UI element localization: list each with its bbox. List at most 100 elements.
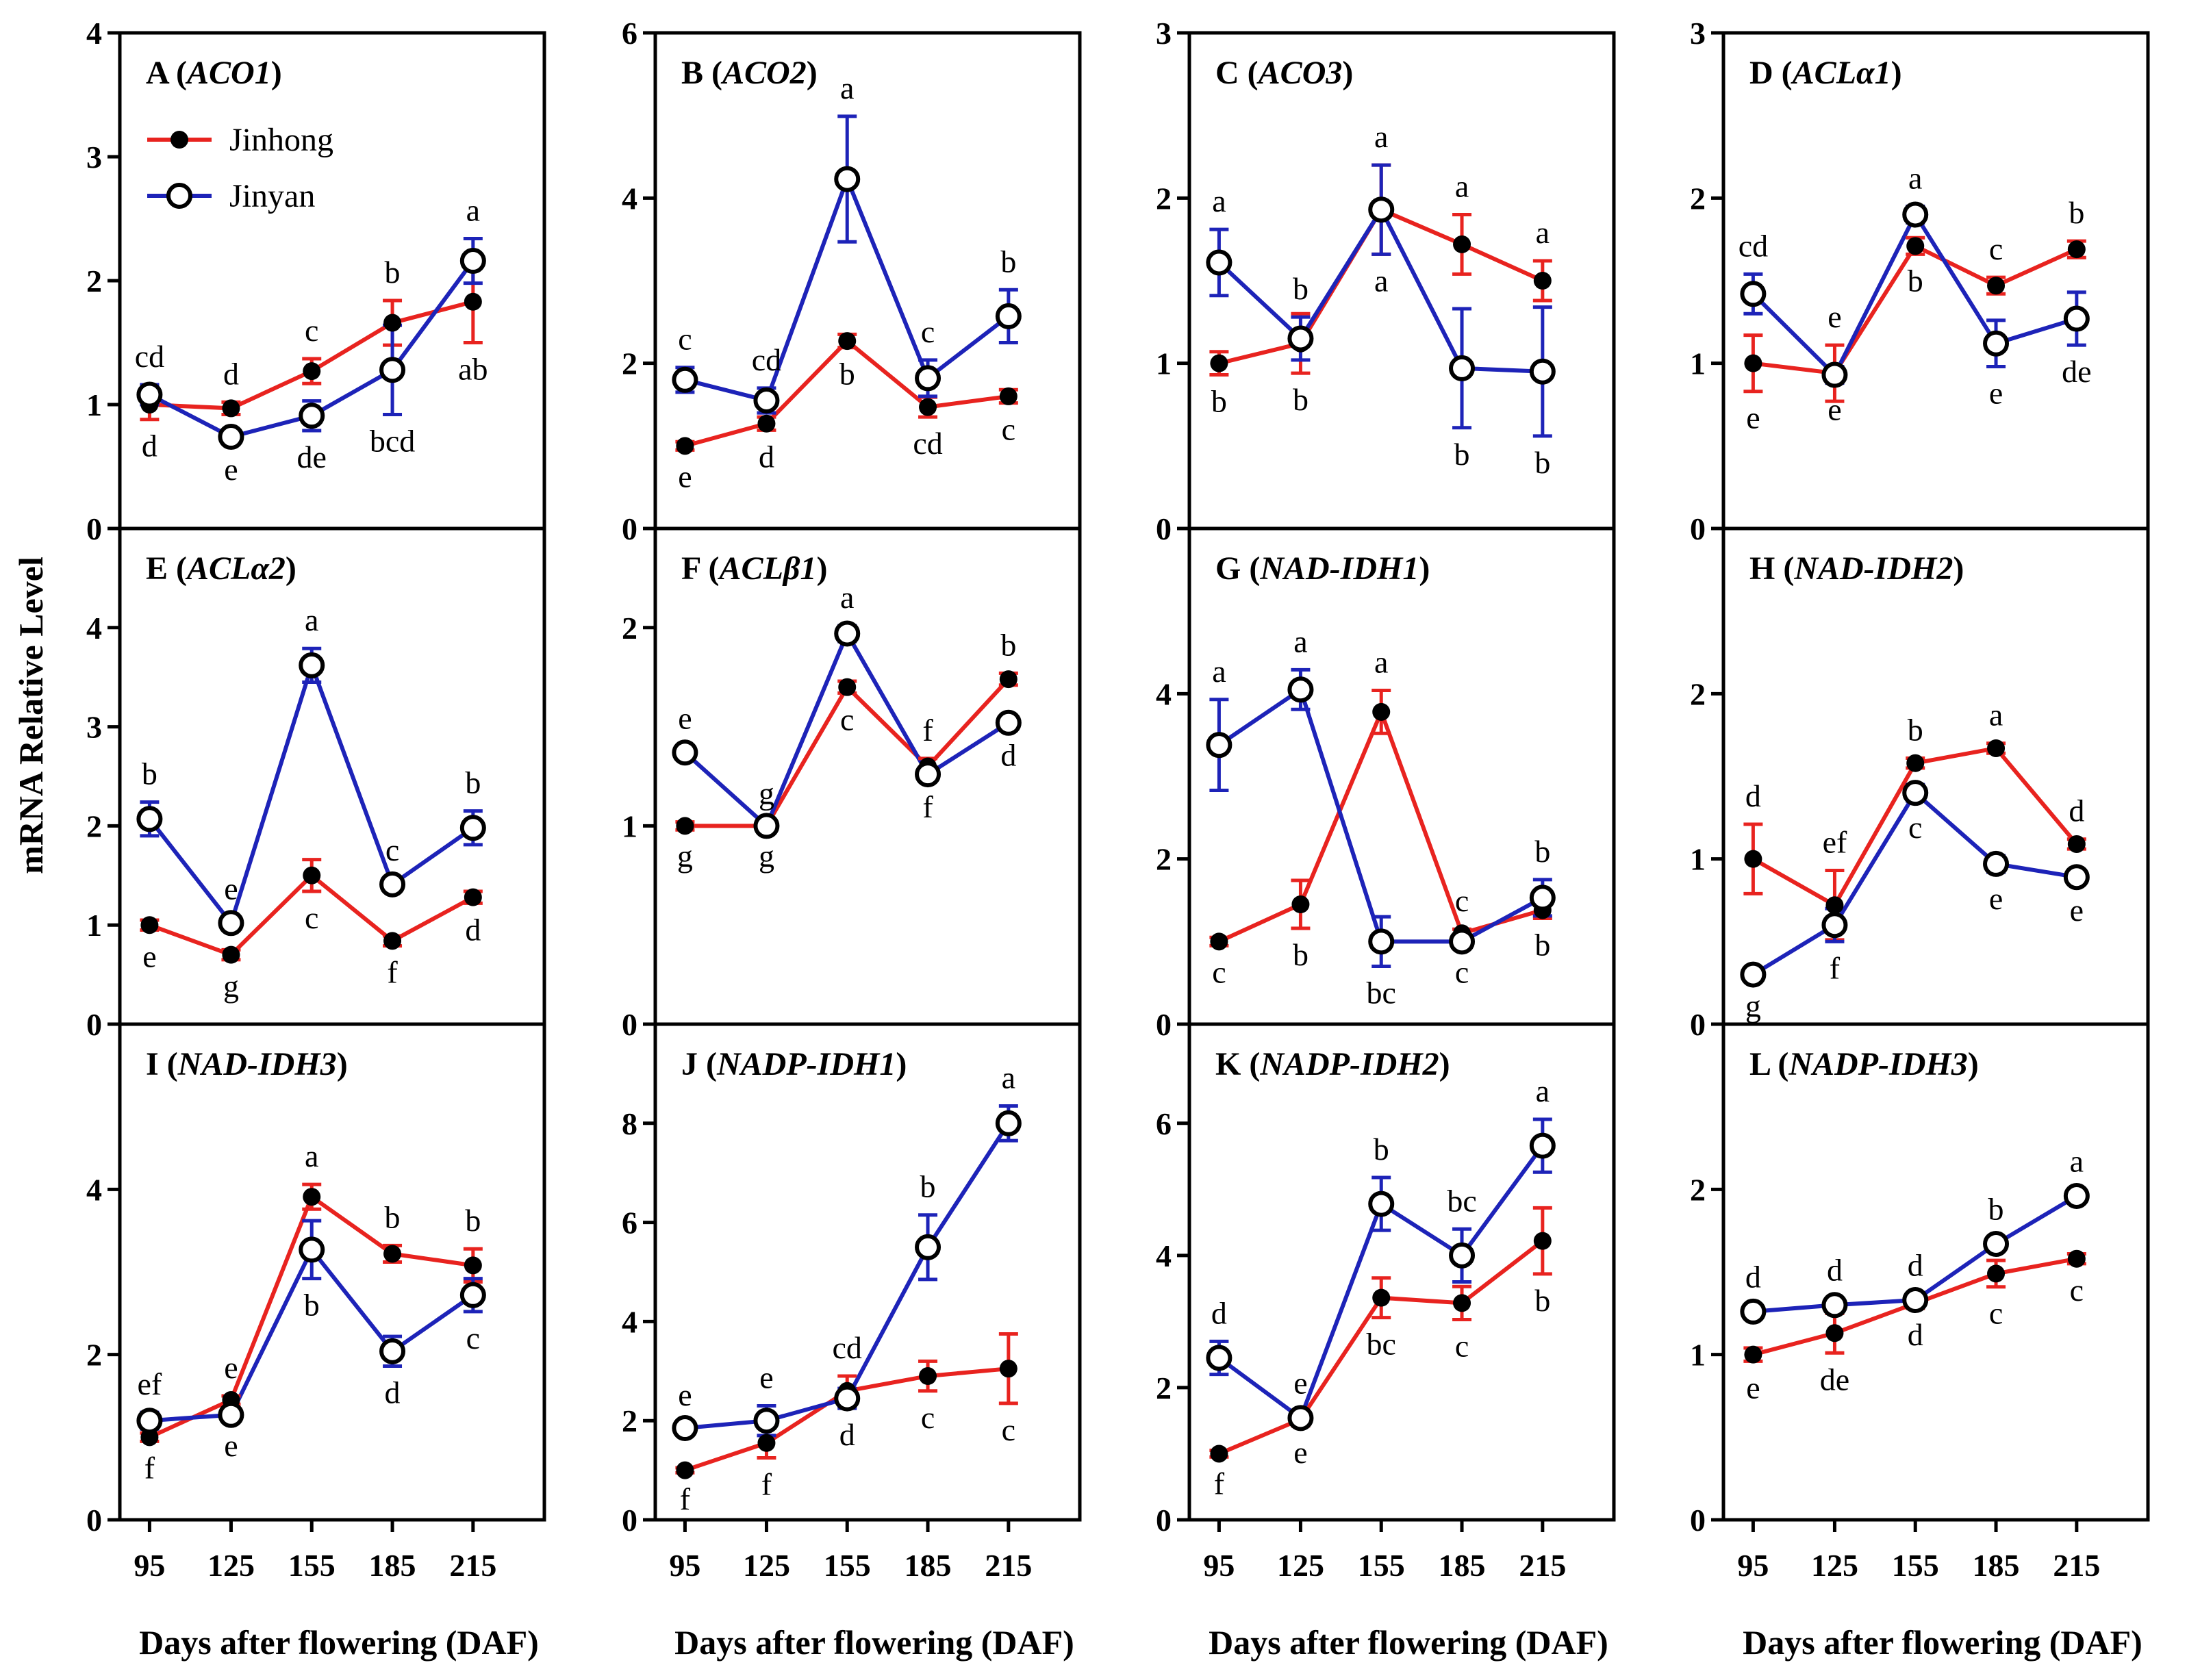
significance-label: e xyxy=(2070,893,2084,928)
significance-label: c xyxy=(466,1321,480,1356)
data-point-jinhong xyxy=(1210,354,1228,372)
y-tick-label: 0 xyxy=(622,1503,637,1538)
x-tick-label: 95 xyxy=(1737,1548,1769,1583)
significance-label: b xyxy=(142,756,157,791)
panel-gene: ACO1 xyxy=(185,55,271,91)
panel-paren-close: ) xyxy=(1419,550,1430,587)
x-tick-label: 215 xyxy=(449,1548,496,1583)
y-tick-label: 1 xyxy=(1690,346,1706,381)
significance-label: a xyxy=(305,602,318,637)
significance-label: b xyxy=(2069,195,2084,230)
panel-gene: ACO2 xyxy=(720,55,807,91)
panel-letter: L xyxy=(1749,1046,1770,1082)
significance-label: f xyxy=(680,1481,691,1516)
panel-g: 0 2 4 G (NAD-IDH1) c a b a a bc c c b b xyxy=(1156,526,1616,1042)
panel-frame xyxy=(1721,526,2150,1026)
data-point-jinhong xyxy=(1906,754,1925,772)
data-point-jinhong xyxy=(1533,1232,1552,1250)
significance-label: bc xyxy=(1367,1327,1396,1362)
significance-label: d xyxy=(1745,1259,1761,1294)
panel-paren-open: ( xyxy=(159,1046,178,1082)
x-tick-label: 125 xyxy=(1277,1548,1324,1583)
data-point-jinyan xyxy=(915,761,941,788)
panel-letter: K xyxy=(1215,1046,1241,1082)
significance-label: a xyxy=(466,192,480,227)
panel-paren-close: ) xyxy=(1439,1046,1450,1082)
significance-label: bc xyxy=(1447,1183,1476,1218)
data-point-jinyan xyxy=(753,1408,780,1434)
data-point-jinyan xyxy=(2063,864,2090,891)
significance-label: f xyxy=(922,789,933,824)
data-point-jinhong xyxy=(1372,702,1391,721)
y-tick-label: 3 xyxy=(86,140,102,175)
significance-label: cd xyxy=(1738,228,1768,263)
data-point-jinyan xyxy=(2063,305,2090,332)
significance-label: e xyxy=(142,939,156,973)
significance-label: b xyxy=(1908,712,1923,747)
y-tick-label: 1 xyxy=(1690,842,1706,877)
panel-frame xyxy=(1721,31,2150,531)
significance-label: g xyxy=(759,839,774,874)
significance-label: d xyxy=(385,1375,401,1410)
x-tick-label: 125 xyxy=(743,1548,790,1583)
significance-label: b xyxy=(1908,263,1923,298)
data-point-jinyan xyxy=(218,424,244,450)
x-tick-label: 95 xyxy=(134,1548,165,1583)
significance-label: e xyxy=(224,1428,238,1463)
panel-paren-close: ) xyxy=(1953,550,1964,587)
panel-paren-open: ( xyxy=(168,550,187,587)
x-tick-label: 155 xyxy=(1358,1548,1405,1583)
x-tick-label: 185 xyxy=(905,1548,952,1583)
data-point-jinyan xyxy=(1449,928,1476,955)
legend-marker xyxy=(166,183,192,209)
data-point-jinyan xyxy=(379,357,406,383)
significance-label: b xyxy=(1374,1132,1389,1167)
significance-label: cd xyxy=(913,426,942,461)
data-point-jinhong xyxy=(464,888,482,906)
data-point-jinhong xyxy=(919,398,937,416)
data-point-jinhong xyxy=(1906,237,1925,255)
panel-paren-open: ( xyxy=(1239,55,1259,91)
panel-letter: I xyxy=(146,1046,159,1082)
significance-label: d xyxy=(1827,1253,1843,1288)
significance-label: b xyxy=(1454,437,1470,472)
panel-frame xyxy=(653,1022,1082,1522)
panel-paren-open: ( xyxy=(1775,550,1794,587)
data-point-jinhong xyxy=(999,387,1017,405)
panel-gene: ACLβ1 xyxy=(718,550,817,587)
significance-label: b xyxy=(385,1199,401,1234)
y-tick-label: 3 xyxy=(86,710,102,745)
data-point-jinyan xyxy=(459,248,486,275)
data-point-jinhong xyxy=(919,1367,937,1386)
significance-label: d xyxy=(142,429,157,463)
data-point-jinyan xyxy=(299,652,325,678)
data-point-jinyan xyxy=(834,620,861,647)
y-tick-label: 0 xyxy=(86,1007,102,1042)
x-tick-label: 155 xyxy=(824,1548,871,1583)
panel-paren-close: ) xyxy=(1891,55,1902,91)
significance-label: f xyxy=(1830,950,1841,985)
data-point-jinyan xyxy=(995,709,1022,736)
panel-e: 0 1 2 3 4 E (ACLα2) e b g e c a f c d b xyxy=(86,526,546,1042)
significance-label: c xyxy=(1212,954,1226,989)
significance-label: a xyxy=(1536,1073,1550,1108)
panel-title: I (NAD-IDH3) xyxy=(146,1046,348,1082)
data-point-jinhong xyxy=(303,1188,321,1206)
panel-letter: E xyxy=(146,550,168,587)
y-tick-label: 2 xyxy=(622,611,637,646)
significance-label: f xyxy=(1214,1466,1225,1501)
data-point-jinyan xyxy=(1821,361,1848,388)
data-point-jinyan xyxy=(915,365,941,392)
significance-label: cd xyxy=(135,339,164,374)
significance-label: a xyxy=(1212,654,1226,689)
data-point-jinyan xyxy=(672,366,698,393)
data-point-jinyan xyxy=(379,871,406,898)
data-point-jinyan xyxy=(218,1401,244,1428)
data-point-jinhong xyxy=(383,1245,402,1263)
significance-label: d xyxy=(839,1417,855,1452)
significance-label: a xyxy=(1455,168,1469,203)
panel-gene: ACO3 xyxy=(1256,55,1343,91)
x-tick-label: 185 xyxy=(1973,1548,2020,1583)
x-tick-label: 95 xyxy=(669,1548,700,1583)
